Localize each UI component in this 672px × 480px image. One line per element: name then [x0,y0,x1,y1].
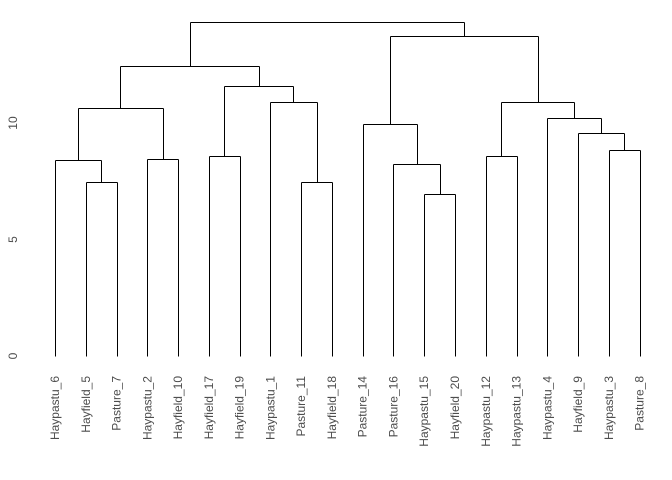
leaf-label: Pasture_16 [386,376,400,438]
y-axis-tick-label: 5 [6,236,20,243]
leaf-label: Hayfield_18 [325,376,339,440]
leaf-label: Haypastu_6 [48,376,62,440]
leaf-label: Haypastu_12 [479,376,493,447]
leaf-label: Hayfield_10 [171,376,185,440]
leaf-label: Haypastu_3 [602,376,616,440]
leaf-label: Haypastu_15 [417,376,431,447]
leaf-label: Pasture_8 [633,376,647,431]
leaf-label: Haypastu_4 [540,376,554,440]
leaf-label: Haypastu_1 [263,376,277,440]
leaf-label: Haypastu_13 [510,376,524,447]
leaf-label: Pasture_11 [294,376,308,437]
y-axis-tick-label: 10 [6,116,20,130]
leaf-label: Haypastu_2 [140,376,154,440]
leaf-label: Hayfield_5 [79,376,93,433]
leaf-label: Pasture_7 [110,376,124,431]
leaf-label: Hayfield_17 [202,376,216,440]
leaf-label: Hayfield_9 [571,376,585,433]
y-axis-tick-label: 0 [6,352,20,359]
leaf-label: Hayfield_19 [233,376,247,440]
dendrogram-branches [55,22,641,357]
y-axis: 0 5 10 [6,116,20,359]
leaf-labels: Haypastu_6 Hayfield_5 Pasture_7 Haypastu_2 H… [48,376,647,447]
leaf-label: Hayfield_20 [448,376,462,440]
leaf-label: Pasture_14 [356,376,370,438]
